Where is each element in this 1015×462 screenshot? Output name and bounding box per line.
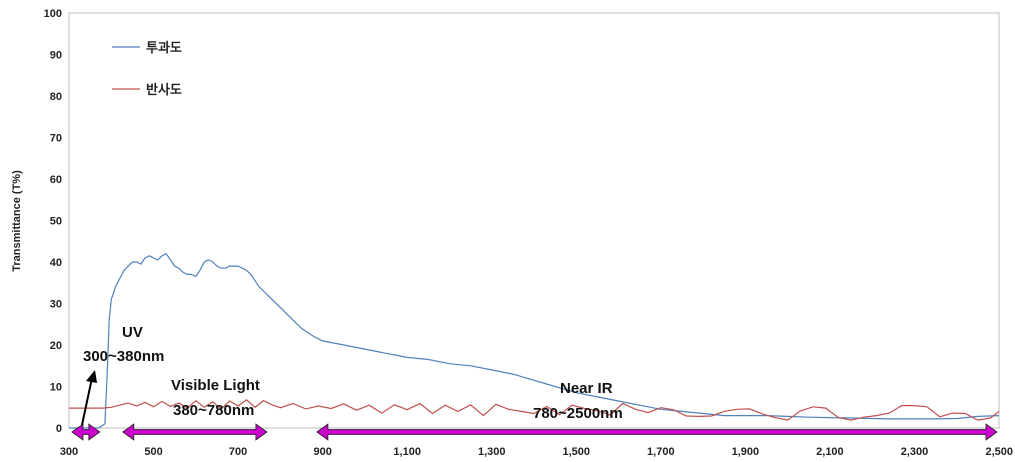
y-tick-label: 30 (50, 299, 62, 311)
x-tick-labels: 300 500 700 900 1,100 1,300 1,500 1,700 1,900 2,1… (60, 446, 1013, 458)
x-tick-label: 700 (229, 446, 247, 458)
plot-area (68, 12, 1000, 429)
series-lines (69, 252, 1000, 429)
near-ir-band-arrow (316, 423, 998, 441)
y-tick-label: 50 (50, 216, 62, 228)
y-tick-label: 10 (50, 382, 62, 394)
x-tick-label: 2,100 (816, 446, 844, 458)
y-tick-label: 0 (56, 423, 62, 435)
y-tick-label: 60 (50, 174, 62, 186)
uv-annotation-range: 300~380nm (83, 348, 164, 365)
y-tick-label: 80 (50, 91, 62, 103)
x-tick-label: 2,300 (901, 446, 929, 458)
x-tick-label: 1,900 (732, 446, 760, 458)
x-tick-label: 1,500 (563, 446, 591, 458)
x-tick-label: 500 (144, 446, 162, 458)
y-axis-label: Transmittance (T%) (11, 170, 23, 272)
x-tick-label: 1,100 (393, 446, 421, 458)
y-tick-labels: 0 10 20 30 40 50 60 70 80 90 100 (44, 8, 62, 435)
uv-band-arrow (71, 423, 101, 441)
visible-annotation-range: 380~780nm (173, 402, 254, 419)
series-line-transmittance (69, 252, 1000, 429)
x-tick-label: 2,500 (985, 446, 1013, 458)
legend: 투과도 반사도 (112, 41, 182, 98)
visible-annotation-title: Visible Light (171, 377, 260, 394)
y-tick-label: 40 (50, 257, 62, 269)
x-tick-label: 1,700 (647, 446, 675, 458)
visible-band-arrow (122, 423, 268, 441)
x-tick-label: 300 (60, 446, 78, 458)
series-line-reflectance (69, 399, 1000, 421)
spectral-band-arrows (71, 423, 998, 441)
y-tick-label: 100 (44, 8, 62, 20)
y-tick-label: 70 (50, 133, 62, 145)
nir-annotation-range: 780~2500nm (533, 405, 623, 422)
uv-arrow-icon (81, 370, 97, 426)
x-tick-label: 1,300 (478, 446, 506, 458)
uv-annotation-title: UV (122, 324, 143, 341)
legend-label-transmittance: 투과도 (146, 41, 182, 56)
nir-annotation-title: Near IR (560, 380, 613, 397)
y-tick-label: 90 (50, 50, 62, 62)
x-tick-label: 900 (313, 446, 331, 458)
legend-label-reflectance: 반사도 (146, 82, 182, 98)
y-tick-label: 20 (50, 340, 62, 352)
